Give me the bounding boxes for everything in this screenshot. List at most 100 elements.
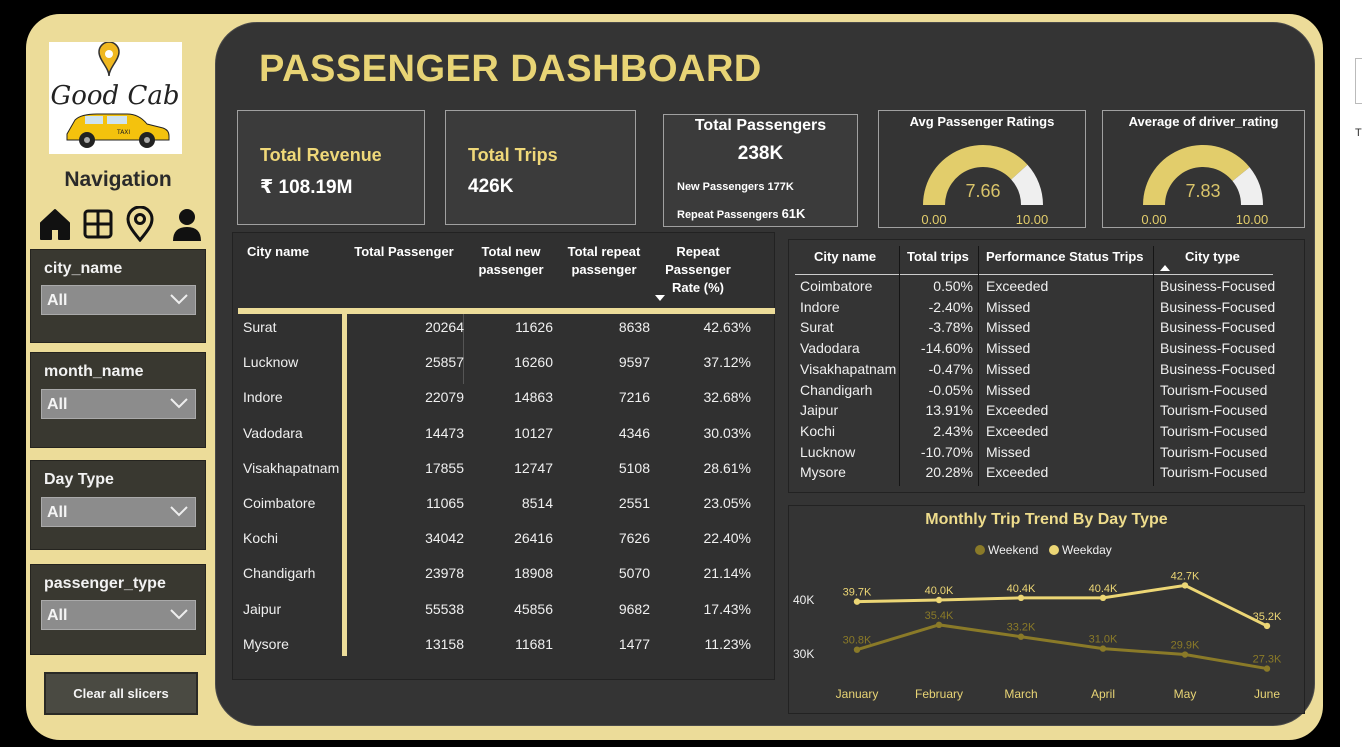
header-divider	[238, 308, 775, 314]
table-row[interactable]: Kochi 2.43% Exceeded Tourism-Focused	[789, 423, 1299, 444]
gauge-value: 7.83	[1185, 181, 1220, 201]
table-row[interactable]: Indore -2.40% Missed Business-Focused	[789, 299, 1299, 320]
table-cell: 23978	[425, 565, 464, 582]
table-row[interactable]: Vadodara 14473 10127 4346 30.03%	[243, 425, 758, 460]
gauge-chart: 7.66 0.00 10.00	[921, 145, 1049, 225]
location-icon[interactable]	[124, 205, 158, 243]
gauge-avg-passenger-ratings: Avg Passenger Ratings 7.66 0.00 10.00	[878, 110, 1086, 228]
city-performance-table: City name Total trips Performance Status…	[788, 239, 1305, 493]
city-name-dropdown[interactable]: All	[41, 285, 196, 315]
table-row[interactable]: Lucknow -10.70% Missed Tourism-Focused	[789, 444, 1299, 465]
table-cell: 22.40%	[703, 530, 751, 547]
table-cell: Business-Focused	[1160, 340, 1276, 357]
table-cell: Mysore	[243, 635, 289, 652]
table-cell: 34042	[425, 530, 464, 547]
table-cell: Business-Focused	[1160, 319, 1276, 336]
data-point[interactable]	[853, 646, 861, 653]
table-cell: 9597	[618, 354, 650, 371]
table-cell: 11626	[515, 319, 553, 335]
table-row[interactable]: Coimbatore 11065 8514 2551 23.05%	[243, 495, 758, 530]
month-name-dropdown[interactable]: All	[41, 389, 196, 419]
table-cell: Visakhapatnam	[800, 360, 897, 377]
slicer-label: passenger_type	[44, 575, 166, 592]
table-cell: Lucknow	[800, 443, 856, 460]
x-tick-label: April	[1091, 687, 1115, 701]
data-point[interactable]	[1263, 622, 1271, 630]
data-point[interactable]	[935, 621, 943, 629]
gauge-min: 0.00	[1141, 212, 1166, 225]
data-label: 33.2K	[1007, 622, 1036, 634]
series-line-weekday	[856, 583, 1268, 628]
table-cell: Exceeded	[986, 278, 1049, 294]
data-point[interactable]	[853, 598, 861, 605]
data-point[interactable]	[1263, 665, 1271, 672]
table-cell: Missed	[986, 443, 1031, 460]
table-row[interactable]: Indore 22079 14863 7216 32.68%	[243, 389, 758, 424]
navigation-icons	[38, 205, 208, 244]
data-label: 30.8K	[843, 635, 872, 647]
table-cell: Visakhapatnam	[243, 459, 340, 476]
clear-all-slicers-button[interactable]: Clear all slicers	[44, 672, 198, 715]
table-cell: 37.12%	[703, 354, 751, 371]
data-point[interactable]	[1181, 582, 1189, 589]
table-cell: 4346	[618, 424, 650, 441]
data-point[interactable]	[1099, 594, 1107, 602]
column-divider	[463, 314, 464, 384]
data-point[interactable]	[1017, 594, 1025, 602]
table-cell: -3.78%	[928, 319, 973, 336]
table-row[interactable]: Jaipur 55538 45856 9682 17.43%	[243, 601, 758, 636]
home-icon[interactable]	[38, 206, 72, 242]
day-type-dropdown[interactable]: All	[41, 497, 196, 527]
passenger-type-dropdown[interactable]: All	[41, 600, 196, 630]
gauge-remainder	[1011, 164, 1043, 205]
slicer-month-name: month_name All	[30, 352, 206, 448]
sort-desc-icon[interactable]	[654, 294, 666, 302]
x-tick-label: January	[836, 687, 879, 701]
table-cell: 25857	[425, 354, 464, 371]
table-cell: Missed	[986, 340, 1031, 357]
kpi-value: 426K	[468, 176, 514, 197]
gauge-title: Avg Passenger Ratings	[909, 114, 1055, 129]
user-icon[interactable]	[170, 206, 204, 242]
table-header: Total trips	[907, 249, 969, 264]
table-row[interactable]: Mysore 20.28% Exceeded Tourism-Focused	[789, 464, 1299, 485]
table-row[interactable]: Visakhapatnam 17855 12747 5108 28.61%	[243, 460, 758, 495]
gauge-max: 10.00	[1016, 212, 1049, 225]
sort-asc-icon[interactable]	[1159, 264, 1171, 272]
kpi-value: ₹ 108.19M	[260, 177, 353, 198]
table-row[interactable]: Lucknow 25857 16260 9597 37.12%	[243, 354, 758, 389]
grid-icon[interactable]	[82, 206, 116, 242]
table-row[interactable]: Chandigarh -0.05% Missed Tourism-Focused	[789, 382, 1299, 403]
chart-title: Monthly Trip Trend By Day Type	[925, 511, 1168, 528]
dropdown-value: All	[47, 396, 68, 413]
repeat-passengers-value: 61K	[781, 206, 806, 221]
data-point[interactable]	[1181, 651, 1189, 658]
slicer-passenger-type: passenger_type All	[30, 564, 206, 655]
table-cell: 16260	[514, 354, 553, 371]
table-header: Performance Status Trips	[986, 249, 1144, 264]
gauge-value: 7.66	[965, 181, 1000, 201]
slicer-label: Day Type	[44, 471, 114, 488]
data-point[interactable]	[1017, 633, 1025, 640]
line-chart: Weekend Weekday 40K 30K January February March…	[793, 543, 1282, 701]
gauge-fill	[923, 145, 1028, 205]
table-row[interactable]: Coimbatore 0.50% Exceeded Business-Focused	[789, 278, 1299, 299]
table-cell: 2551	[618, 495, 650, 511]
gauge-fill	[1143, 145, 1250, 205]
slicer-label: month_name	[44, 363, 144, 380]
table-row[interactable]: Chandigarh 23978 18908 5070 21.14%	[243, 565, 758, 600]
table-row[interactable]: Surat -3.78% Missed Business-Focused	[789, 319, 1299, 340]
table-row[interactable]: Kochi 34042 26416 7626 22.40%	[243, 530, 758, 565]
kpi-label: Total Trips	[468, 145, 558, 165]
table-row[interactable]: Jaipur 13.91% Exceeded Tourism-Focused	[789, 402, 1299, 423]
table-row[interactable]: Vadodara -14.60% Missed Business-Focused	[789, 340, 1299, 361]
table-row[interactable]: Surat 20264 11626 8638 42.63%	[243, 319, 758, 354]
data-point[interactable]	[935, 596, 943, 604]
table-cell: 55538	[425, 600, 464, 617]
table-cell: Business-Focused	[1160, 278, 1276, 294]
table-cell: Coimbatore	[243, 495, 316, 511]
data-point[interactable]	[1099, 645, 1107, 652]
table-row[interactable]: Mysore 13158 11681 1477 11.23%	[243, 636, 758, 671]
table-row[interactable]: Visakhapatnam -0.47% Missed Business-Focuse…	[789, 361, 1299, 382]
table-cell: Kochi	[800, 422, 836, 439]
